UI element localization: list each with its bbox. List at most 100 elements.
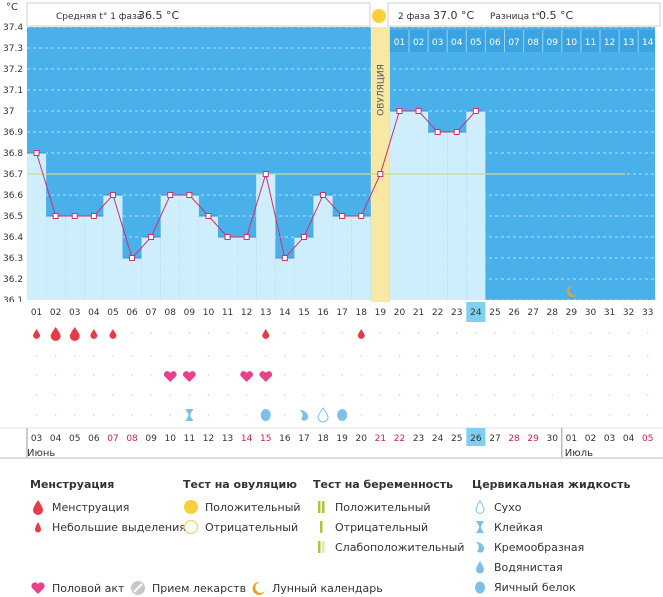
cycle-day-label: 32	[623, 308, 634, 318]
legend-label: Слабоположительный	[335, 540, 465, 554]
row-dot	[589, 394, 592, 396]
cycle-day-label: 19	[375, 308, 387, 318]
temp-column	[256, 174, 276, 300]
legend-item: Отрицательный	[313, 517, 464, 537]
row-dot	[284, 414, 286, 416]
row-dot	[226, 374, 229, 376]
row-dot	[35, 394, 38, 396]
row-dot	[494, 394, 496, 396]
cycle-day-label: 01	[31, 308, 42, 318]
two-strips-icon	[318, 501, 325, 513]
legend-label: Лунный календарь	[272, 581, 383, 595]
row-dot	[93, 355, 95, 357]
phase2-day-label: 10	[566, 38, 578, 48]
date-label: 28	[508, 434, 520, 444]
phase2-value: 37.0 °C	[433, 9, 474, 22]
row-dot	[245, 414, 248, 416]
header-box-phase1	[26, 2, 371, 27]
row-dot	[513, 332, 515, 334]
row-dot	[131, 394, 133, 396]
cycle-day-label: 30	[585, 308, 597, 318]
row-dot	[551, 394, 554, 396]
temperature-point	[90, 213, 97, 219]
row-dot	[73, 374, 76, 376]
date-label: 16	[279, 434, 291, 444]
row-dot	[188, 332, 191, 334]
temperature-point	[52, 213, 59, 219]
date-label: 10	[165, 434, 177, 444]
legend-label: Прием лекарств	[152, 581, 247, 595]
one-strip-icon	[320, 521, 323, 533]
legend-label: Сухо	[494, 500, 522, 514]
row-dot	[436, 355, 439, 357]
row-dot	[589, 332, 592, 334]
row-dot	[417, 414, 420, 416]
row-dot	[570, 414, 573, 416]
row-dot	[73, 394, 76, 396]
date-label: 17	[298, 434, 309, 444]
row-dot	[322, 394, 324, 396]
temp-column	[313, 195, 333, 300]
phase2-day-label: 07	[508, 38, 519, 48]
legend-label: Положительный	[335, 500, 431, 514]
cycle-day-label: 22	[432, 308, 443, 318]
cycle-day-label: 15	[298, 308, 309, 318]
heart-icon	[182, 371, 196, 382]
temperature-point	[339, 213, 346, 219]
phase2-strip	[389, 30, 655, 52]
row-dot	[513, 355, 515, 357]
row-dot	[589, 355, 592, 357]
heart-icon	[259, 371, 273, 382]
temperature-point	[300, 234, 307, 240]
temp-column	[198, 216, 218, 300]
cycle-day-label: 31	[604, 308, 615, 318]
row-dot	[379, 414, 382, 416]
row-dot	[608, 332, 611, 334]
legend-medication: Прием лекарств	[130, 580, 246, 596]
legend-title: Тест на беременность	[313, 478, 454, 491]
phase2-day-label: 14	[642, 38, 654, 48]
date-label: 24	[432, 434, 444, 444]
row-dot	[169, 355, 172, 357]
temp-column	[447, 132, 467, 300]
phase2-day-label: 01	[394, 38, 405, 48]
row-dot	[112, 394, 114, 396]
date-label: 03	[31, 434, 42, 444]
row-dot	[35, 355, 38, 357]
row-dot	[570, 394, 573, 396]
legend-intercourse: Половой акт	[30, 580, 124, 596]
row-dot	[73, 355, 76, 357]
row-dot	[112, 414, 114, 416]
legend-label: Положительный	[205, 500, 301, 514]
legend-item: Клейкая	[472, 517, 630, 537]
temp-column	[27, 153, 47, 300]
menstruation-drop-icon	[33, 329, 41, 339]
date-label: 07	[107, 434, 118, 444]
date-label: 08	[126, 434, 138, 444]
row-dot	[494, 355, 496, 357]
row-dot	[169, 332, 172, 334]
diff-value: 0.5 °C	[539, 9, 573, 22]
row-dot	[608, 394, 611, 396]
phase2-day-label: 13	[623, 38, 634, 48]
date-label: 27	[489, 434, 500, 444]
row-dot	[188, 394, 191, 396]
row-dot	[207, 355, 210, 357]
legend-item: Положительный	[313, 497, 464, 517]
cycle-day-label: 27	[527, 308, 538, 318]
row-dot	[398, 394, 401, 396]
egg-white-icon	[260, 409, 271, 421]
row-dot	[608, 374, 611, 376]
row-dot	[93, 374, 95, 376]
date-label: 14	[241, 434, 253, 444]
row-dot	[627, 374, 630, 376]
temperature-point	[205, 213, 212, 219]
temp-column	[84, 216, 104, 300]
y-tick-label: 36.9	[3, 128, 23, 138]
cycle-day-label: 02	[50, 308, 61, 318]
menstruation-drop-icon	[69, 327, 80, 342]
row-dot	[284, 394, 286, 396]
row-dot	[455, 394, 458, 396]
row-dot	[150, 332, 152, 334]
temperature-point	[320, 192, 327, 198]
